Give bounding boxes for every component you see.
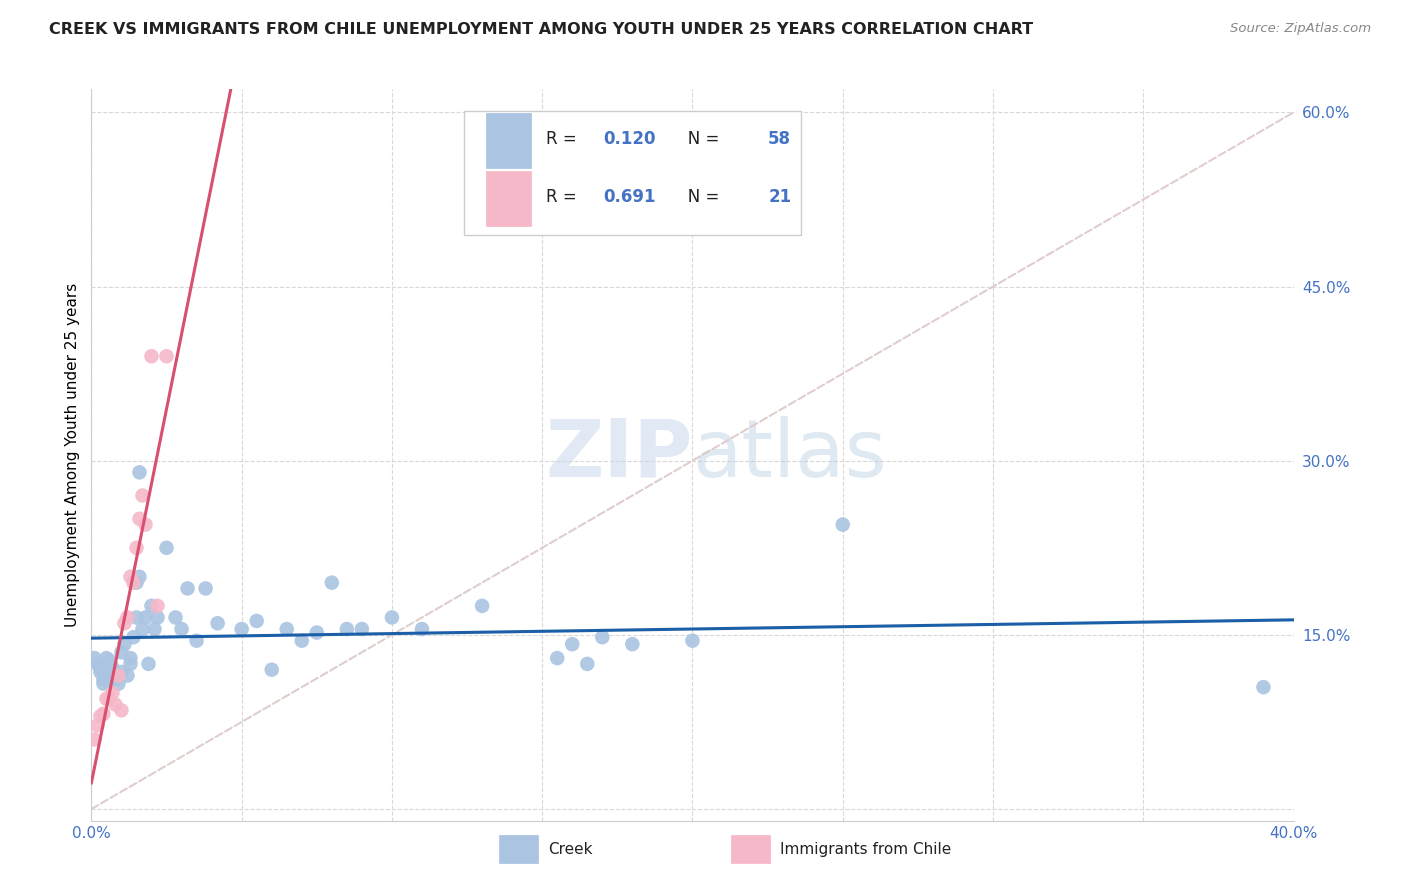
Point [134, 610, 156, 624]
Point [83, 732, 105, 747]
Point [83, 651, 105, 665]
Point [125, 610, 148, 624]
Point [104, 698, 127, 712]
Point [291, 633, 314, 648]
Point [155, 349, 177, 363]
Point [120, 657, 142, 671]
Point [93, 706, 115, 721]
Point [350, 622, 373, 636]
Text: R =: R = [546, 129, 582, 148]
Text: Creek: Creek [548, 842, 593, 856]
Point [165, 610, 187, 624]
Point [146, 599, 169, 613]
FancyBboxPatch shape [485, 113, 531, 168]
Text: 21: 21 [768, 188, 792, 206]
Point [134, 517, 156, 532]
Point [141, 599, 163, 613]
Point [128, 466, 150, 480]
Point [381, 610, 404, 624]
Point [125, 575, 148, 590]
Point [122, 630, 145, 644]
Point [591, 630, 613, 644]
Point [546, 651, 568, 665]
Point [89, 709, 111, 723]
Point [96, 691, 118, 706]
Point [98, 653, 121, 667]
Text: Source: ZipAtlas.com: Source: ZipAtlas.com [1230, 22, 1371, 36]
Text: N =: N = [672, 188, 724, 206]
Point [96, 665, 118, 679]
Y-axis label: Unemployment Among Youth under 25 years: Unemployment Among Youth under 25 years [65, 283, 80, 627]
Point [186, 633, 208, 648]
Point [117, 668, 139, 682]
Point [86, 657, 108, 671]
Point [336, 622, 359, 636]
Point [89, 660, 111, 674]
Point [128, 570, 150, 584]
Point [93, 672, 115, 686]
Text: 0.120: 0.120 [603, 129, 657, 148]
Point [276, 622, 298, 636]
Point [110, 665, 132, 679]
Point [122, 575, 145, 590]
Text: atlas: atlas [692, 416, 887, 494]
Point [107, 676, 129, 690]
Point [101, 668, 124, 682]
Point [1253, 680, 1275, 694]
Text: ZIP: ZIP [546, 416, 692, 494]
Point [321, 575, 343, 590]
Point [681, 633, 703, 648]
Text: N =: N = [672, 129, 724, 148]
Point [98, 674, 121, 689]
Text: 58: 58 [768, 129, 792, 148]
Point [576, 657, 599, 671]
Text: CREEK VS IMMIGRANTS FROM CHILE UNEMPLOYMENT AMONG YOUTH UNDER 25 YEARS CORRELATI: CREEK VS IMMIGRANTS FROM CHILE UNEMPLOYM… [49, 22, 1033, 37]
Point [155, 541, 177, 555]
Point [471, 599, 494, 613]
Point [125, 541, 148, 555]
Point [128, 512, 150, 526]
FancyBboxPatch shape [464, 112, 800, 235]
Point [86, 718, 108, 732]
Point [194, 582, 217, 596]
Point [110, 645, 132, 659]
Text: Immigrants from Chile: Immigrants from Chile [780, 842, 952, 856]
Point [114, 637, 136, 651]
Point [831, 517, 853, 532]
Point [561, 637, 583, 651]
Text: R =: R = [546, 188, 582, 206]
Point [96, 651, 118, 665]
Point [141, 349, 163, 363]
Point [114, 616, 136, 631]
Point [120, 651, 142, 665]
Point [101, 660, 124, 674]
Point [93, 676, 115, 690]
Point [207, 616, 229, 631]
Point [89, 665, 111, 679]
Point [117, 610, 139, 624]
Point [146, 610, 169, 624]
Point [138, 657, 160, 671]
Point [143, 622, 166, 636]
Point [411, 622, 433, 636]
Point [305, 625, 328, 640]
Point [621, 637, 644, 651]
Point [260, 663, 283, 677]
Point [107, 668, 129, 682]
Point [110, 703, 132, 717]
FancyBboxPatch shape [485, 171, 531, 227]
Point [101, 686, 124, 700]
Point [131, 622, 153, 636]
Point [104, 672, 127, 686]
Point [246, 614, 269, 628]
Point [98, 691, 121, 706]
Point [231, 622, 253, 636]
Point [120, 570, 142, 584]
Point [131, 489, 153, 503]
Point [176, 582, 198, 596]
Text: 0.691: 0.691 [603, 188, 657, 206]
Point [170, 622, 193, 636]
